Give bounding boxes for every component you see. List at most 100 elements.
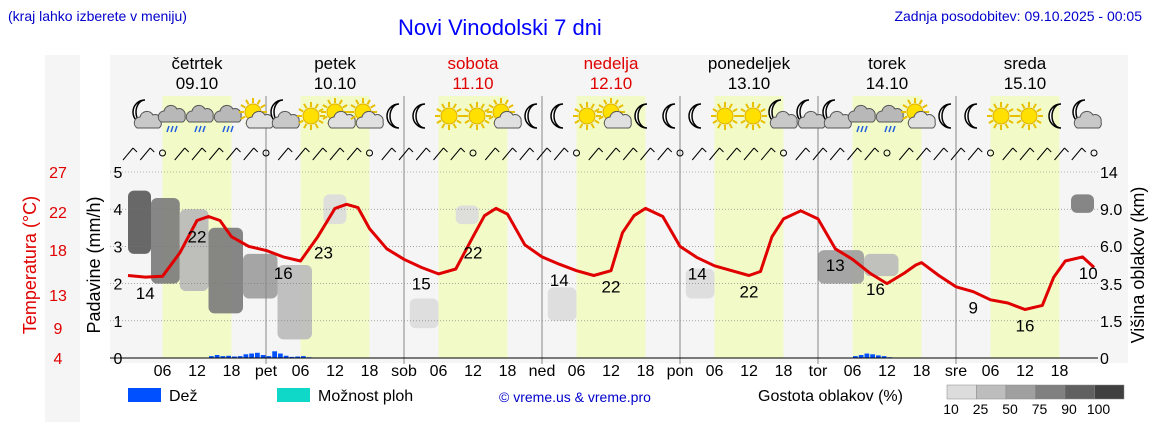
daylight-band — [714, 96, 784, 358]
wind-barb-staff — [864, 147, 876, 161]
wind-barb-flag — [805, 147, 811, 153]
temperature-label: 16 — [274, 264, 293, 283]
wind-barb-staff — [536, 147, 548, 161]
wind-calm — [987, 149, 994, 157]
sun-ray — [993, 123, 998, 129]
sun-ray — [464, 108, 470, 113]
wind-barb-flag — [701, 147, 707, 153]
wind-barb — [916, 147, 931, 161]
sun-ray — [712, 119, 718, 124]
wind-barb-staff — [795, 147, 807, 161]
cloud-shape — [603, 110, 632, 129]
chart-legend: Dež Možnost ploh © vreme.us & vreme.pro Gos… — [128, 384, 1125, 417]
sun-ray — [469, 103, 474, 109]
rain-drop — [856, 125, 860, 133]
x-tick: 06 — [292, 363, 310, 380]
precip-bar — [876, 355, 881, 358]
sun-ray — [370, 104, 376, 109]
cloud-patch — [208, 227, 243, 314]
day-date: 15.10 — [1004, 74, 1047, 93]
wind-barb — [174, 147, 190, 161]
temperature-label: 22 — [188, 228, 207, 247]
sun-ray — [441, 103, 446, 109]
sun-ray — [488, 104, 494, 109]
wind-barb-staff — [709, 147, 720, 161]
moon-icon — [688, 103, 702, 129]
wind-barb-staff — [898, 147, 910, 161]
wind-barb — [760, 147, 776, 161]
x-tick: 18 — [499, 363, 517, 380]
sun-icon — [297, 102, 325, 130]
wind-barb — [847, 147, 862, 161]
x-tick: 12 — [740, 363, 758, 380]
wind-barb — [898, 147, 914, 161]
sun-ray — [452, 123, 457, 129]
wind-barb-flag — [236, 147, 241, 153]
sun-cloud-icon — [487, 98, 522, 129]
precip-bar — [301, 356, 306, 358]
wind-barb-staff — [657, 147, 669, 161]
moon-shape — [524, 103, 538, 129]
rain-drop — [174, 125, 178, 133]
wind-barb — [743, 147, 759, 161]
sun-ray — [756, 123, 761, 129]
cloud-shape — [875, 104, 904, 123]
temperature-label: 9 — [969, 299, 978, 318]
wind-barb-flag — [1046, 147, 1052, 153]
moon-shape — [662, 103, 676, 129]
wind-barb-staff — [1071, 147, 1083, 161]
precip-bar — [858, 355, 864, 358]
temp-axis-title: Temperatura (°C) — [20, 196, 40, 334]
cloud-legend-swatch — [1094, 384, 1125, 400]
sun-ray — [504, 99, 509, 105]
wind-barb-flag — [408, 147, 414, 153]
wind-barb-flag — [356, 147, 362, 153]
x-tick: 12 — [326, 363, 344, 380]
sun-ray — [603, 99, 608, 105]
wind-barb — [640, 147, 655, 161]
x-tick: 06 — [844, 363, 862, 380]
sun-ray — [1032, 123, 1037, 129]
rain-drop — [864, 125, 868, 133]
wind-barb-flag — [822, 147, 828, 153]
cloud-legend-step: 50 — [1002, 401, 1018, 417]
cloud-rain-icon — [185, 104, 214, 133]
x-tick: 18 — [1051, 363, 1069, 380]
sun-ray — [712, 108, 718, 113]
cloud-legend-step: 100 — [1087, 401, 1111, 417]
moon-icon — [550, 103, 564, 129]
wind-barb-flag — [977, 147, 983, 153]
x-tick: 18 — [637, 363, 655, 380]
wind-barb-staff — [122, 147, 134, 161]
day-date: 14.10 — [866, 74, 909, 93]
cloud-legend-step: 90 — [1061, 401, 1077, 417]
weather-icon-row — [132, 98, 1102, 133]
wind-barb-flag — [339, 147, 345, 153]
precip-bar — [278, 353, 283, 358]
sun-ray — [484, 119, 490, 124]
sun-ray — [469, 123, 474, 129]
sun-ray — [594, 108, 600, 113]
wind-barb — [243, 147, 259, 161]
wind-barb — [812, 147, 828, 161]
sun-ray — [240, 115, 246, 120]
cloud-legend-swatch — [1005, 384, 1036, 400]
x-tick: 06 — [568, 363, 586, 380]
sun-ray — [314, 123, 319, 129]
wind-barb — [208, 147, 224, 161]
x-tick: 06 — [154, 363, 172, 380]
sun-ray — [327, 99, 332, 105]
x-tick: sob — [391, 363, 417, 380]
sun-ray — [993, 103, 998, 109]
precip-bar — [209, 356, 214, 358]
sun-ray — [907, 99, 912, 105]
wind-barb-flag — [650, 147, 655, 153]
rain-drop — [884, 125, 888, 133]
x-tick: 06 — [706, 363, 724, 380]
wind-barb-flag — [322, 147, 328, 153]
sun-ray — [436, 119, 442, 124]
sun-ray — [728, 103, 733, 109]
legend-shower-swatch — [277, 388, 310, 402]
